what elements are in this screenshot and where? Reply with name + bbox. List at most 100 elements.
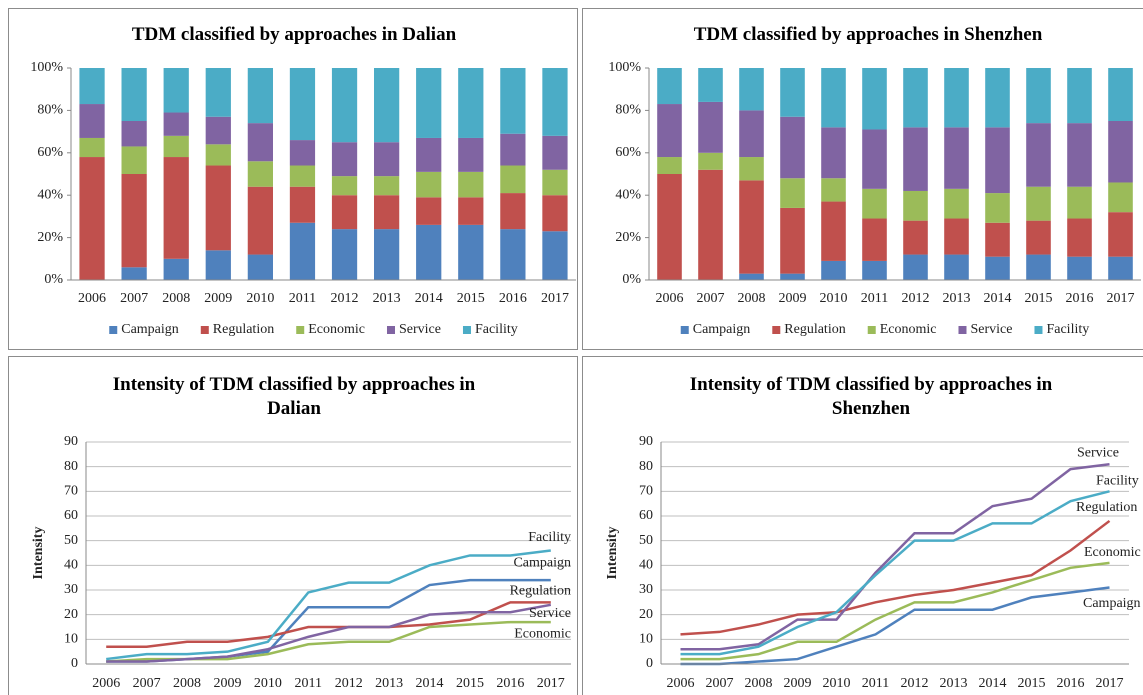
x-tick-label: 2007 <box>706 676 734 691</box>
bar-segment <box>79 68 105 105</box>
y-tick-label: 20% <box>37 230 63 245</box>
x-tick-label: 2011 <box>289 291 316 306</box>
line-series <box>680 462 1110 651</box>
x-tick-label: 2006 <box>78 291 106 306</box>
bar-segment <box>458 171 484 198</box>
bar-segment <box>542 231 568 280</box>
y-tick-label: 50 <box>64 533 78 548</box>
line-label: Facility <box>1096 474 1139 489</box>
bar-segment <box>985 222 1010 257</box>
bar-segment <box>458 197 484 225</box>
x-tick-label: 2010 <box>820 291 848 306</box>
bar-segment <box>944 188 969 219</box>
x-tick-label: 2007 <box>120 291 148 306</box>
x-tick-label: 2013 <box>373 291 401 306</box>
bar-segment <box>1108 121 1133 183</box>
y-tick-label: 50 <box>639 533 653 548</box>
bar-segment <box>247 186 273 255</box>
bar-segment <box>1067 218 1092 257</box>
line-series <box>106 603 552 663</box>
bar-segment <box>985 68 1010 128</box>
y-axis-label: Intensity <box>605 527 620 580</box>
bar-segment <box>331 195 358 230</box>
y-tick-label: 60% <box>615 145 641 160</box>
line-label: Economic <box>514 626 571 641</box>
bar-segment <box>780 116 805 179</box>
x-tick-label: 2014 <box>416 676 444 691</box>
y-axis-label: Intensity <box>31 527 46 580</box>
legend-swatch <box>680 326 689 334</box>
bar-segment <box>542 135 568 170</box>
bar-segment <box>698 169 723 280</box>
x-tick-label: 2013 <box>375 676 403 691</box>
bar-segment <box>205 68 231 117</box>
bar-segment <box>163 68 189 113</box>
x-tick-label: 2009 <box>784 676 812 691</box>
bar-segment <box>500 68 526 134</box>
y-tick-label: 30 <box>639 582 653 597</box>
y-tick-label: 40 <box>639 558 653 573</box>
line-series <box>106 578 551 663</box>
bar-segment <box>500 133 526 166</box>
bar-segment <box>944 127 969 189</box>
y-tick-label: 80 <box>639 459 653 474</box>
line-label: Economic <box>1084 545 1141 560</box>
y-tick-label: 0% <box>622 272 641 287</box>
bar-segment <box>1108 182 1133 213</box>
x-tick-label: 2011 <box>861 291 888 306</box>
bar-segment <box>331 142 358 177</box>
bar-segment <box>862 218 887 261</box>
bar-segment <box>289 68 316 141</box>
bar-segment <box>374 176 400 196</box>
chart-title: Intensity of TDM classified by approache… <box>112 374 476 419</box>
bar-segment <box>500 229 526 280</box>
bar-segment <box>821 68 846 128</box>
bar-segment <box>1026 68 1051 124</box>
bar-segment <box>163 258 189 280</box>
bar-segment <box>416 197 442 225</box>
bar-segment <box>903 68 928 128</box>
bar-segment <box>205 250 231 280</box>
bar-segment <box>289 140 316 166</box>
bar-segment <box>821 201 846 261</box>
bar-segment <box>163 112 189 136</box>
y-tick-label: 20 <box>639 607 653 622</box>
bar-segment <box>542 169 568 196</box>
chart-title: Intensity of TDM classified by approache… <box>689 374 1053 419</box>
line-series <box>680 586 1110 666</box>
y-tick-label: 10 <box>639 632 653 647</box>
bar-segment <box>247 123 273 162</box>
x-tick-label: 2015 <box>457 291 485 306</box>
line-label: Facility <box>528 530 571 545</box>
bar-segment <box>374 142 400 177</box>
x-tick-label: 2007 <box>133 676 161 691</box>
bar-segment <box>1067 186 1092 219</box>
bar-segment <box>163 157 189 259</box>
bar-segment <box>374 195 400 230</box>
bar-segment <box>739 68 764 111</box>
legend-swatch <box>386 326 395 334</box>
bar-segment <box>821 127 846 179</box>
y-tick-label: 60% <box>37 145 63 160</box>
bar-segment <box>416 224 442 280</box>
y-tick-label: 90 <box>64 434 78 449</box>
legend-label: Campaign <box>693 322 751 337</box>
x-tick-label: 2011 <box>862 676 889 691</box>
y-tick-label: 90 <box>639 434 653 449</box>
y-tick-label: 20% <box>615 230 641 245</box>
x-tick-label: 2010 <box>254 676 282 691</box>
x-tick-label: 2008 <box>162 291 190 306</box>
chart-title: TDM classified by approaches in Dalian <box>131 24 457 45</box>
bar-segment <box>416 171 442 198</box>
x-tick-label: 2009 <box>779 291 807 306</box>
bar-segment <box>331 229 358 280</box>
legend-swatch <box>772 326 781 334</box>
bar-segment <box>821 260 846 280</box>
bar-segment <box>862 68 887 130</box>
x-tick-label: 2006 <box>667 676 695 691</box>
y-tick-label: 80 <box>64 459 78 474</box>
bar-segment <box>657 174 682 280</box>
bar-segment <box>698 152 723 170</box>
bar-segment <box>780 68 805 117</box>
x-tick-label: 2014 <box>415 291 443 306</box>
